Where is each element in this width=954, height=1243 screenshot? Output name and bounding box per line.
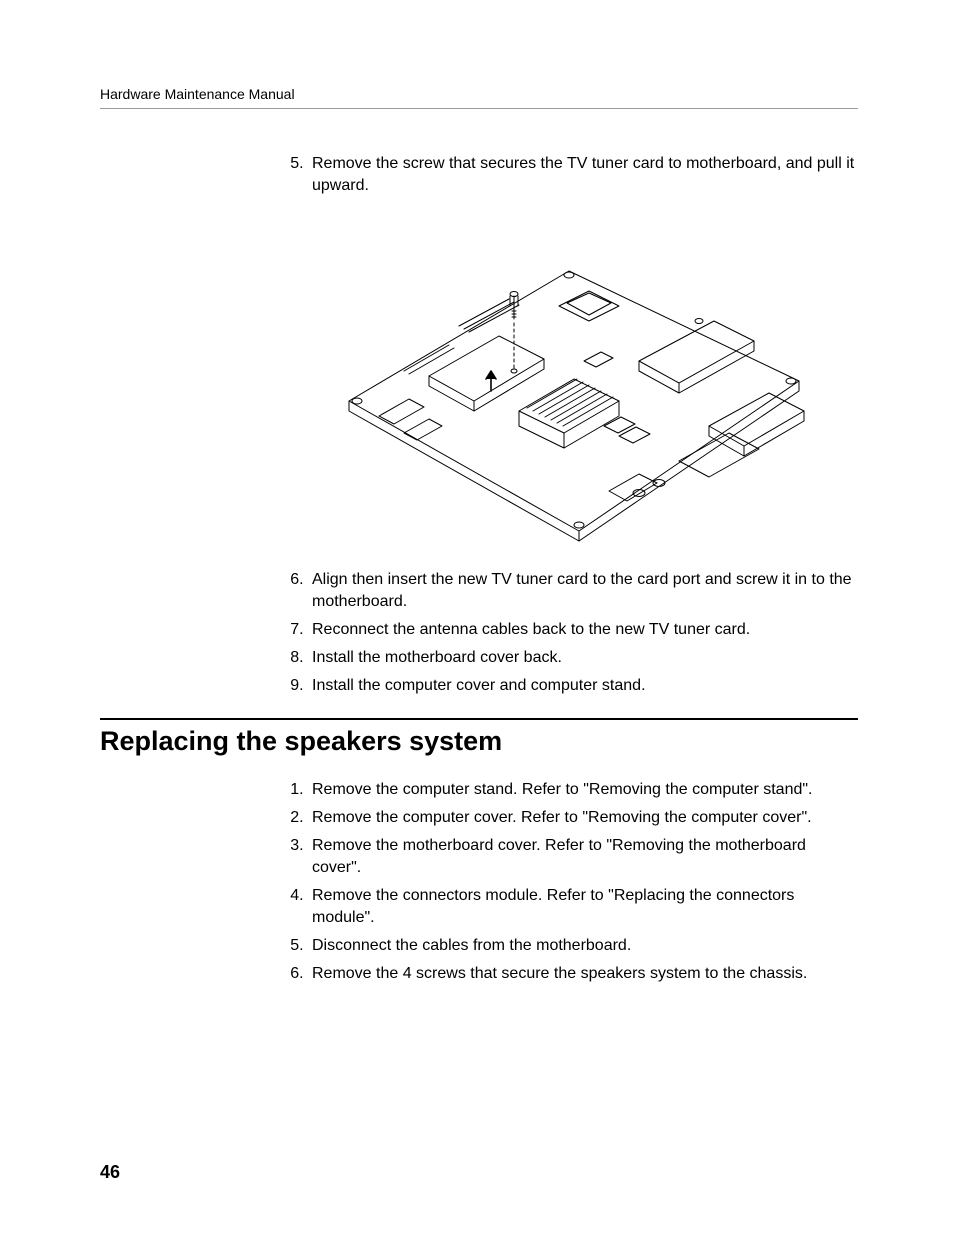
section-rule [100, 718, 858, 720]
step-item: Remove the motherboard cover. Refer to "… [308, 835, 858, 879]
step-item: Remove the computer cover. Refer to "Rem… [308, 807, 858, 829]
step-item: Install the computer cover and computer … [308, 675, 858, 697]
steps-list-upper: Remove the screw that secures the TV tun… [280, 153, 858, 197]
running-header: Hardware Maintenance Manual [100, 86, 858, 102]
header-rule [100, 108, 858, 109]
step-item: Reconnect the antenna cables back to the… [308, 619, 858, 641]
step-item: Install the motherboard cover back. [308, 647, 858, 669]
steps-list-lower: Remove the computer stand. Refer to "Rem… [280, 779, 858, 986]
step-item: Remove the connectors module. Refer to "… [308, 885, 858, 929]
steps-list-upper-cont: Align then insert the new TV tuner card … [280, 569, 858, 697]
page: Hardware Maintenance Manual Remove the s… [0, 0, 954, 1243]
page-number: 46 [100, 1162, 120, 1183]
motherboard-figure [280, 211, 858, 551]
step-item: Align then insert the new TV tuner card … [308, 569, 858, 613]
content-column-2: Remove the computer stand. Refer to "Rem… [280, 779, 858, 986]
section-title: Replacing the speakers system [100, 726, 858, 757]
step-item: Remove the screw that secures the TV tun… [308, 153, 858, 197]
motherboard-svg [309, 211, 829, 551]
step-item: Remove the computer stand. Refer to "Rem… [308, 779, 858, 801]
content-column: Remove the screw that secures the TV tun… [280, 153, 858, 698]
step-item: Remove the 4 screws that secure the spea… [308, 963, 858, 985]
step-item: Disconnect the cables from the motherboa… [308, 935, 858, 957]
